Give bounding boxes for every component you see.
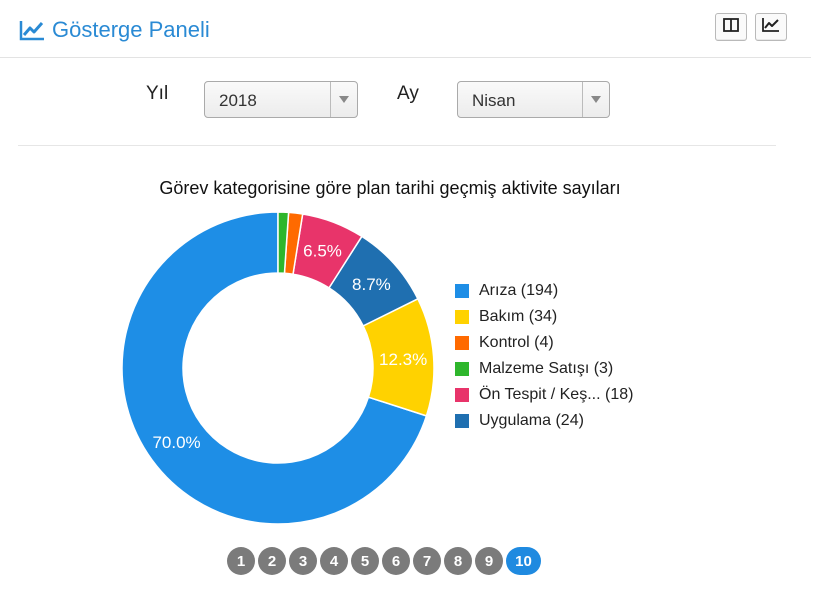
- page-button-2[interactable]: 2: [258, 547, 286, 575]
- legend-label: Kontrol (4): [479, 334, 554, 351]
- chart-view-button[interactable]: [755, 13, 787, 41]
- legend-label: Arıza (194): [479, 282, 559, 299]
- chart-title: Görev kategorisine göre plan tarihi geçm…: [159, 178, 621, 198]
- donut-slice-5[interactable]: [277, 211, 290, 275]
- pagination: 1 2 3 4 5 6 7 8 9 10: [227, 547, 541, 575]
- donut-chart: 70.0% 12.3% 8.7% 6.5%: [121, 211, 435, 525]
- legend-item[interactable]: Uygulama (24): [455, 408, 633, 434]
- legend-label: Ön Tespit / Keş... (18): [479, 386, 634, 403]
- legend-item[interactable]: Malzeme Satışı (3): [455, 356, 633, 382]
- page-button-1[interactable]: 1: [227, 547, 255, 575]
- legend-label: Bakım (34): [479, 308, 558, 325]
- slice-percent-label: 12.3%: [379, 350, 427, 369]
- legend-label: Malzeme Satışı (3): [479, 360, 614, 377]
- legend-item[interactable]: Ön Tespit / Keş... (18): [455, 382, 633, 408]
- line-chart-icon: [762, 17, 780, 37]
- year-label: Yıl: [146, 83, 169, 104]
- legend-item[interactable]: Arıza (194): [455, 278, 633, 304]
- chevron-down-icon[interactable]: [582, 82, 609, 117]
- dashboard-header: Gösterge Paneli: [0, 0, 811, 58]
- columns-icon: [723, 17, 739, 37]
- legend-swatch: [455, 284, 469, 298]
- legend-item[interactable]: Bakım (34): [455, 304, 633, 330]
- legend-swatch: [455, 310, 469, 324]
- chart-legend: Arıza (194) Bakım (34) Kontrol (4) Malzeme …: [455, 278, 633, 434]
- page-button-6[interactable]: 6: [382, 547, 410, 575]
- slice-percent-label: 8.7%: [352, 275, 391, 294]
- page-button-7[interactable]: 7: [413, 547, 441, 575]
- slice-percent-label: 6.5%: [303, 242, 342, 261]
- page-button-3[interactable]: 3: [289, 547, 317, 575]
- legend-swatch: [455, 336, 469, 350]
- legend-swatch: [455, 414, 469, 428]
- page-button-9[interactable]: 9: [475, 547, 503, 575]
- page-button-5[interactable]: 5: [351, 547, 379, 575]
- line-chart-icon: [19, 19, 45, 41]
- legend-swatch: [455, 362, 469, 376]
- page-title: Gösterge Paneli: [19, 16, 210, 44]
- page-button-4[interactable]: 4: [320, 547, 348, 575]
- page-button-8[interactable]: 8: [444, 547, 472, 575]
- page-button-10[interactable]: 10: [506, 547, 541, 575]
- divider: [18, 145, 776, 146]
- legend-swatch: [455, 388, 469, 402]
- month-select-value: Nisan: [472, 91, 516, 110]
- year-select[interactable]: 2018: [204, 81, 358, 118]
- month-label: Ay: [397, 83, 419, 104]
- donut-slice-0[interactable]: [121, 211, 428, 525]
- page-title-text: Gösterge Paneli: [52, 17, 210, 42]
- legend-label: Uygulama (24): [479, 412, 584, 429]
- chevron-down-icon[interactable]: [330, 82, 357, 117]
- year-select-value: 2018: [219, 91, 257, 110]
- slice-percent-label: 70.0%: [152, 433, 200, 452]
- legend-item[interactable]: Kontrol (4): [455, 330, 633, 356]
- layout-toggle-button[interactable]: [715, 13, 747, 41]
- month-select[interactable]: Nisan: [457, 81, 610, 118]
